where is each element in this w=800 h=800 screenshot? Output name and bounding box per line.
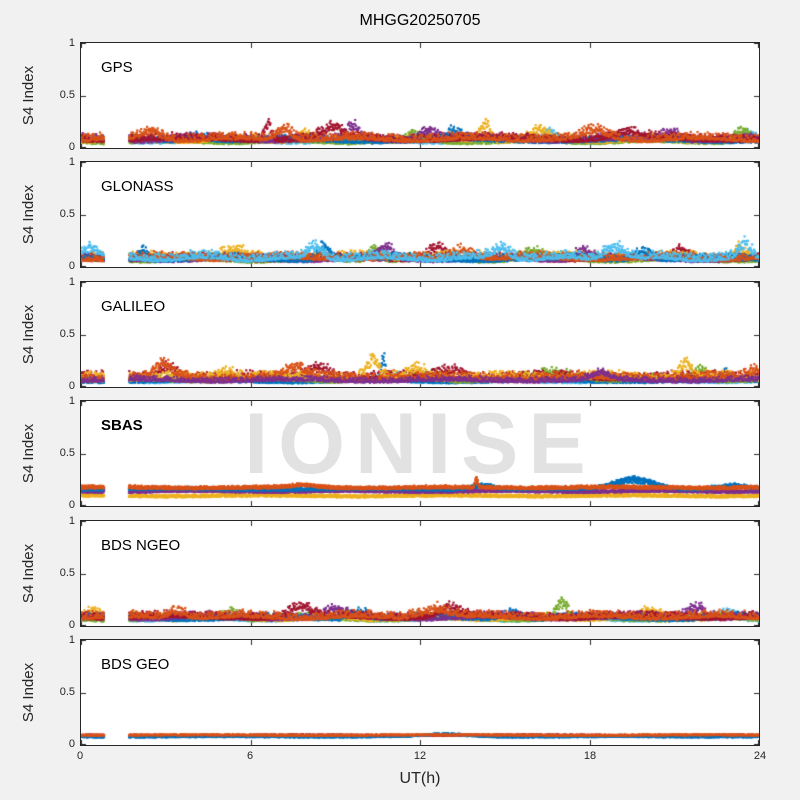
y-tick-label: 0 <box>68 141 75 153</box>
panel-bds-ngeo: BDS NGEO S4 Index 1 0.5 0 <box>21 515 760 631</box>
y-axis-label: S4 Index <box>20 184 38 245</box>
y-tick-label: 0 <box>68 260 75 272</box>
panel-label-gps: GPS <box>101 59 133 76</box>
y-axis-label: S4 Index <box>20 423 38 484</box>
bds-geo-scatter-canvas <box>81 640 759 745</box>
chart-title: MHGG20250705 <box>359 12 481 29</box>
panel-galileo: GALILEO S4 Index 1 0.5 0 <box>21 276 760 392</box>
y-tick-label: 0 <box>68 738 75 750</box>
glonass-scatter-canvas <box>81 162 759 267</box>
panel-label-bds-geo: BDS GEO <box>101 656 170 673</box>
bds-ngeo-scatter-canvas <box>81 521 759 626</box>
x-tick-label: 24 <box>753 750 767 762</box>
y-tick-label: 0.5 <box>59 566 75 579</box>
galileo-scatter-canvas <box>81 282 759 387</box>
x-tick-label: 12 <box>413 750 427 762</box>
y-tick-label: 0.5 <box>59 685 75 698</box>
gps-scatter-canvas <box>81 43 759 148</box>
y-tick-label: 0.5 <box>59 446 75 459</box>
sbas-scatter-canvas <box>81 401 759 506</box>
y-tick-label: 1 <box>68 634 75 646</box>
panel-label-sbas: SBAS <box>101 417 143 434</box>
y-tick-label: 1 <box>68 515 75 527</box>
y-axis-label: S4 Index <box>20 65 38 126</box>
x-tick-label: 0 <box>76 750 84 762</box>
y-tick-label: 0 <box>68 499 75 511</box>
x-tick-label: 18 <box>583 750 597 762</box>
panel-bds-geo: BDS GEO S4 Index 1 0.5 0 <box>21 634 760 750</box>
panel-label-bds-ngeo: BDS NGEO <box>101 537 181 554</box>
y-axis-label: S4 Index <box>20 662 38 723</box>
panel-gps: GPS S4 Index 1 0.5 0 <box>21 37 760 153</box>
y-axis-label: S4 Index <box>20 304 38 365</box>
y-tick-label: 0.5 <box>59 207 75 220</box>
y-tick-label: 0 <box>68 380 75 392</box>
x-tick-label: 6 <box>246 750 254 762</box>
x-axis-ticks: 0 6 12 18 24 <box>0 750 800 764</box>
y-tick-label: 1 <box>68 276 75 288</box>
y-tick-label: 0 <box>68 619 75 631</box>
y-tick-label: 1 <box>68 395 75 407</box>
panel-label-glonass: GLONASS <box>101 178 174 195</box>
y-tick-label: 1 <box>68 156 75 168</box>
panel-glonass: GLONASS S4 Index 1 0.5 0 <box>21 156 760 272</box>
panel-label-galileo: GALILEO <box>101 298 166 315</box>
panel-sbas: IONISE SBAS S4 Index 1 0.5 0 <box>21 395 760 511</box>
y-tick-label: 0.5 <box>59 327 75 340</box>
y-axis-label: S4 Index <box>20 543 38 604</box>
x-axis-label: UT(h) <box>399 770 441 787</box>
y-tick-label: 1 <box>68 37 75 49</box>
y-tick-label: 0.5 <box>59 88 75 101</box>
